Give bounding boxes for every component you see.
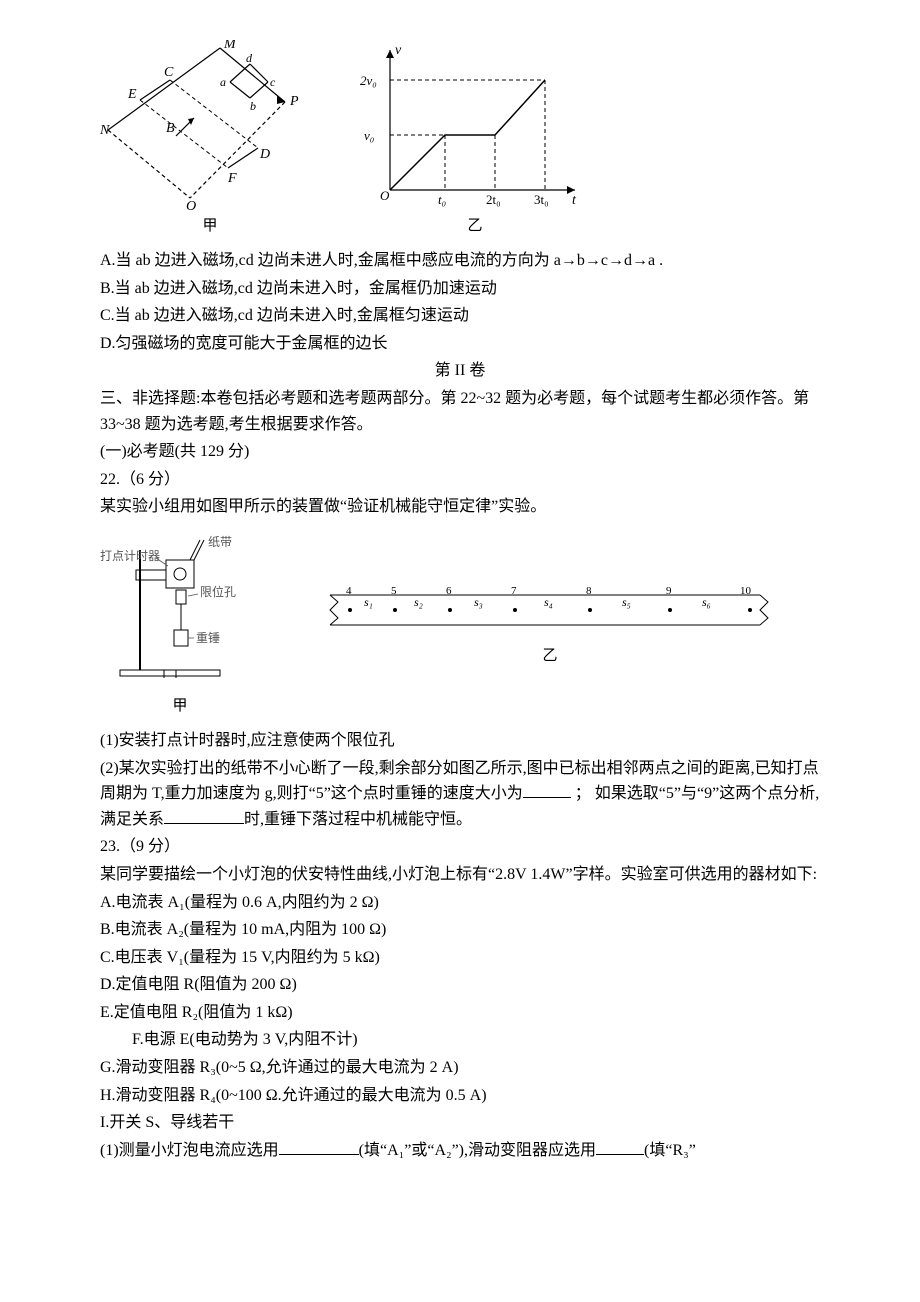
svg-text:2v₀: 2v₀ [360, 73, 377, 88]
svg-text:M: M [223, 40, 237, 52]
svg-text:d: d [246, 51, 253, 65]
svg-text:7: 7 [511, 585, 517, 597]
svg-text:a: a [220, 75, 226, 89]
svg-text:s₄: s₄ [544, 595, 553, 609]
svg-text:s₆: s₆ [702, 595, 711, 609]
q23-p1a: (1)测量小灯泡电流应选用 [100, 1142, 279, 1159]
q22-p2: (2)某次实验打出的纸带不小心断了一段,剩余部分如图乙所示,图中已标出相邻两点之… [100, 756, 820, 833]
fig-yi-caption: 乙 [467, 214, 482, 238]
svg-text:s₁: s₁ [364, 595, 373, 609]
q23-p1b: (填“A₁”或“A₂”),滑动变阻器应选用 [359, 1142, 596, 1159]
svg-text:Q: Q [186, 199, 196, 210]
q23-item-c: C.电压表 V₁(量程为 15 V,内阻约为 5 kΩ) [100, 945, 820, 971]
svg-text:t₀: t₀ [438, 192, 446, 207]
svg-text:8: 8 [586, 585, 592, 597]
svg-text:v: v [395, 43, 402, 58]
svg-text:C: C [164, 65, 174, 80]
graph-yi-svg: v t O v₀ 2v₀ t₀ 2t₀ 3t₀ [360, 40, 590, 210]
figure-jia: M P N Q E F C D B a b c d 甲 [100, 40, 320, 238]
q23-stem: 某同学要描绘一个小灯泡的伏安特性曲线,小灯泡上标有“2.8V 1.4W”字样。实… [100, 862, 820, 888]
apparatus-caption: 甲 [172, 694, 187, 718]
svg-text:s₃: s₃ [474, 595, 483, 609]
q22-figure-row: 打点计时器 纸带 限位孔 重锤 甲 4 5 6 7 8 9 [100, 530, 820, 718]
svg-text:B: B [166, 121, 175, 136]
svg-text:c: c [270, 75, 276, 89]
q23-item-a: A.电流表 A₁(量程为 0.6 A,内阻约为 2 Ω) [100, 890, 820, 916]
svg-text:10: 10 [740, 585, 752, 597]
apparatus-jia: 打点计时器 纸带 限位孔 重锤 甲 [100, 530, 260, 718]
q23-item-d: D.定值电阻 R(阻值为 200 Ω) [100, 972, 820, 998]
svg-text:F: F [227, 171, 237, 186]
svg-text:t: t [572, 193, 577, 208]
q22-p2c: 时,重锤下落过程中机械能守恒。 [244, 811, 472, 828]
q22-p1: (1)安装打点计时器时,应注意使两个限位孔 [100, 728, 820, 754]
svg-text:v₀: v₀ [364, 128, 374, 143]
svg-text:D: D [259, 147, 270, 162]
blank-2 [164, 807, 244, 824]
svg-text:6: 6 [446, 585, 452, 597]
q23-header: 23.（9 分） [100, 834, 820, 860]
svg-text:限位孔: 限位孔 [200, 584, 236, 599]
svg-text:9: 9 [666, 585, 672, 597]
q23-item-f: F.电源 E(电动势为 3 V,内阻不计) [100, 1027, 820, 1053]
q22-stem: 某实验小组用如图甲所示的装置做“验证机械能守恒定律”实验。 [100, 494, 820, 520]
svg-text:s₅: s₅ [622, 595, 631, 609]
q23-item-e: E.定值电阻 R₂(阻值为 1 kΩ) [100, 1000, 820, 1026]
q23-item-i: I.开关 S、导线若干 [100, 1110, 820, 1136]
svg-text:4: 4 [346, 585, 352, 597]
svg-text:5: 5 [391, 585, 397, 597]
q22-header: 22.（6 分） [100, 467, 820, 493]
part3-intro2: (一)必考题(共 129 分) [100, 439, 820, 465]
svg-text:s₂: s₂ [414, 595, 423, 609]
tape-svg: 4 5 6 7 8 9 10 s₁ s₂ s₃ s₄ s₅ s₆ [320, 580, 780, 640]
svg-text:纸带: 纸带 [208, 535, 232, 549]
option-c: C.当 ab 边进入磁场,cd 边尚未进入时,金属框匀速运动 [100, 303, 820, 329]
q23-item-h: H.滑动变阻器 R₄(0~100 Ω.允许通过的最大电流为 0.5 A) [100, 1083, 820, 1109]
part3-intro1: 三、非选择题:本卷包括必考题和选考题两部分。第 22~32 题为必考题，每个试题… [100, 386, 820, 437]
apparatus-svg: 打点计时器 纸带 限位孔 重锤 [100, 530, 260, 690]
blank-3 [279, 1138, 359, 1155]
tape-yi: 4 5 6 7 8 9 10 s₁ s₂ s₃ s₄ s₅ s₆ 乙 [280, 580, 820, 668]
figure-row-1: M P N Q E F C D B a b c d 甲 [100, 40, 820, 238]
svg-text:3t₀: 3t₀ [534, 192, 549, 207]
q23-p1: (1)测量小灯泡电流应选用 (填“A₁”或“A₂”),滑动变阻器应选用 (填“R₃” [100, 1138, 820, 1164]
figure-yi: v t O v₀ 2v₀ t₀ 2t₀ 3t₀ 乙 [360, 40, 590, 238]
part2-title: 第 II 卷 [100, 358, 820, 384]
svg-text:O: O [380, 188, 390, 203]
option-b: B.当 ab 边进入磁场,cd 边尚未进入时，金属框仍加速运动 [100, 276, 820, 302]
svg-text:N: N [100, 123, 110, 138]
blank-1 [523, 781, 571, 798]
option-d: D.匀强磁场的宽度可能大于金属框的边长 [100, 331, 820, 357]
svg-text:2t₀: 2t₀ [486, 192, 501, 207]
svg-text:重锤: 重锤 [196, 630, 220, 645]
q23-item-g: G.滑动变阻器 R₃(0~5 Ω,允许通过的最大电流为 2 A) [100, 1055, 820, 1081]
q23-item-b: B.电流表 A₂(量程为 10 mA,内阻为 100 Ω) [100, 917, 820, 943]
q23-p1c: (填“R₃” [644, 1142, 696, 1159]
option-a: A.当 ab 边进入磁场,cd 边尚未进人时,金属框中感应电流的方向为 a→b→… [100, 248, 820, 274]
tape-caption: 乙 [542, 644, 557, 668]
diagram-jia-svg: M P N Q E F C D B a b c d [100, 40, 320, 210]
svg-text:b: b [250, 99, 256, 113]
svg-text:打点计时器: 打点计时器 [100, 549, 160, 563]
svg-text:P: P [289, 94, 299, 109]
svg-text:E: E [127, 87, 137, 102]
fig-jia-caption: 甲 [202, 214, 217, 238]
blank-4 [596, 1138, 644, 1155]
